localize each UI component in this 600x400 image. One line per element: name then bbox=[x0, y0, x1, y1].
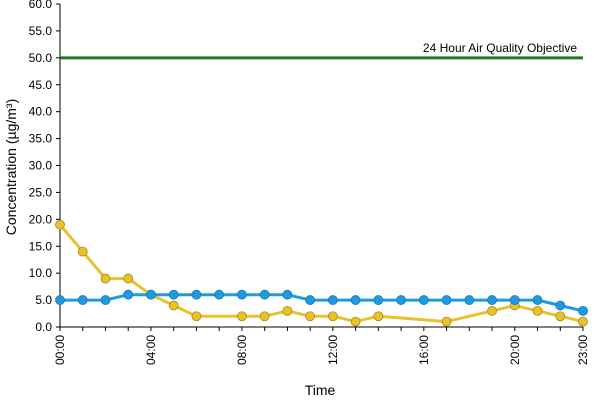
x-tick-label: 08:00 bbox=[235, 335, 249, 365]
data-point-0 bbox=[464, 295, 475, 305]
y-tick-label: 40.0 bbox=[29, 105, 53, 119]
data-point-1 bbox=[191, 311, 202, 322]
data-point-1 bbox=[55, 219, 65, 230]
data-point-0 bbox=[191, 289, 202, 300]
y-tick-label: 15.0 bbox=[29, 239, 53, 253]
data-point-1 bbox=[237, 311, 247, 322]
data-point-0 bbox=[55, 295, 65, 305]
data-point-0 bbox=[77, 295, 88, 305]
data-point-0 bbox=[168, 289, 179, 300]
y-axis-title: Concentration (µg/m³) bbox=[3, 99, 19, 235]
data-point-0 bbox=[487, 295, 497, 305]
x-tick-label: 16:00 bbox=[417, 335, 431, 365]
x-axis-title: Time bbox=[305, 382, 336, 398]
data-point-0 bbox=[305, 295, 316, 305]
data-point-1 bbox=[77, 246, 88, 257]
data-point-0 bbox=[100, 295, 111, 305]
data-point-0 bbox=[237, 289, 247, 300]
data-point-0 bbox=[123, 289, 134, 300]
reference-line-label: 24 Hour Air Quality Objective bbox=[423, 41, 577, 55]
data-point-0 bbox=[214, 289, 225, 300]
x-tick-label: 12:00 bbox=[326, 335, 340, 365]
y-tick-label: 0.0 bbox=[35, 320, 52, 334]
y-tick-label: 60.0 bbox=[29, 0, 53, 11]
data-point-0 bbox=[373, 295, 384, 305]
series-line-1 bbox=[58, 223, 584, 324]
data-point-1 bbox=[123, 273, 134, 284]
data-point-1 bbox=[282, 305, 293, 316]
x-tick-label: 23:00 bbox=[576, 335, 590, 365]
data-point-0 bbox=[282, 289, 293, 300]
data-point-1 bbox=[305, 311, 316, 322]
data-point-0 bbox=[509, 295, 520, 305]
data-point-1 bbox=[532, 305, 543, 316]
y-tick-label: 35.0 bbox=[29, 132, 53, 146]
y-tick-label: 30.0 bbox=[29, 159, 53, 173]
y-tick-label: 20.0 bbox=[29, 212, 53, 226]
data-point-0 bbox=[259, 289, 270, 300]
axes: 0.0 5.0 10.0 15.0 20.0 25.0 30.0 35.0 40.0 45.0 50… bbox=[29, 0, 590, 365]
x-tick-label: 20:00 bbox=[508, 335, 522, 365]
data-point-0 bbox=[350, 295, 361, 305]
data-point-1 bbox=[487, 305, 497, 316]
data-point-0 bbox=[441, 295, 452, 305]
data-point-1 bbox=[100, 273, 111, 284]
data-point-1 bbox=[259, 311, 270, 322]
data-point-0 bbox=[146, 289, 156, 300]
y-tick-label: 50.0 bbox=[29, 51, 53, 65]
data-point-1 bbox=[350, 316, 361, 327]
data-point-1 bbox=[373, 311, 384, 322]
y-tick-label: 45.0 bbox=[29, 78, 53, 92]
y-tick-label: 25.0 bbox=[29, 185, 53, 199]
data-point-0 bbox=[555, 300, 566, 311]
data-point-0 bbox=[396, 295, 406, 305]
data-point-1 bbox=[555, 311, 566, 322]
reference-line-group: 24 Hour Air Quality Objective bbox=[60, 41, 583, 60]
data-point-0 bbox=[418, 295, 429, 305]
data-point-0 bbox=[578, 305, 588, 316]
x-tick-label: 04:00 bbox=[144, 335, 158, 365]
data-point-0 bbox=[532, 295, 543, 305]
series-group bbox=[55, 219, 588, 327]
y-tick-label: 10.0 bbox=[29, 266, 53, 280]
y-tick-label: 5.0 bbox=[35, 293, 52, 307]
data-point-0 bbox=[327, 295, 338, 305]
y-tick-label: 55.0 bbox=[29, 24, 53, 38]
x-tick-label: 00:00 bbox=[53, 335, 67, 365]
data-point-1 bbox=[441, 316, 452, 327]
data-point-1 bbox=[168, 300, 179, 311]
data-point-1 bbox=[327, 311, 338, 322]
data-point-1 bbox=[578, 316, 588, 327]
